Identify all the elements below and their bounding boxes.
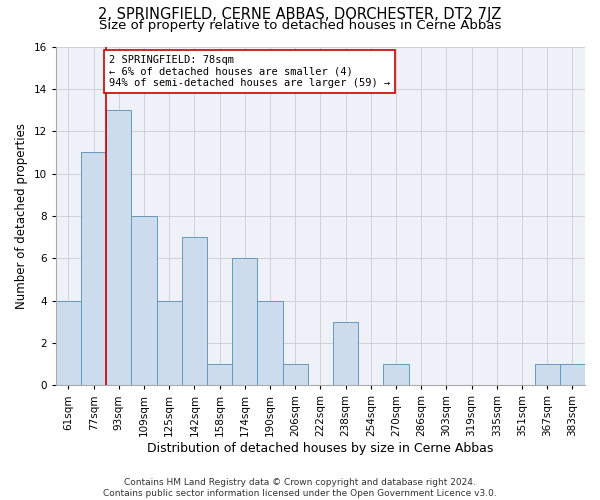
Bar (157, 300, 182, 386)
Bar (56, 300, 81, 386)
Text: 2 SPRINGFIELD: 78sqm
← 6% of detached houses are smaller (4)
94% of semi-detache: 2 SPRINGFIELD: 78sqm ← 6% of detached ho… (109, 55, 390, 88)
Bar (257, 300, 283, 386)
Bar (333, 322, 358, 386)
Bar (535, 364, 560, 386)
Text: Contains HM Land Registry data © Crown copyright and database right 2024.
Contai: Contains HM Land Registry data © Crown c… (103, 478, 497, 498)
Text: Size of property relative to detached houses in Cerne Abbas: Size of property relative to detached ho… (99, 18, 501, 32)
Bar (560, 364, 585, 386)
Bar (81, 152, 106, 386)
Y-axis label: Number of detached properties: Number of detached properties (15, 123, 28, 309)
X-axis label: Distribution of detached houses by size in Cerne Abbas: Distribution of detached houses by size … (147, 442, 494, 455)
Text: 2, SPRINGFIELD, CERNE ABBAS, DORCHESTER, DT2 7JZ: 2, SPRINGFIELD, CERNE ABBAS, DORCHESTER,… (98, 8, 502, 22)
Bar (106, 110, 131, 386)
Bar (232, 258, 257, 386)
Bar (283, 364, 308, 386)
Bar (131, 216, 157, 386)
Bar (383, 364, 409, 386)
Bar (207, 364, 232, 386)
Bar (182, 237, 207, 386)
